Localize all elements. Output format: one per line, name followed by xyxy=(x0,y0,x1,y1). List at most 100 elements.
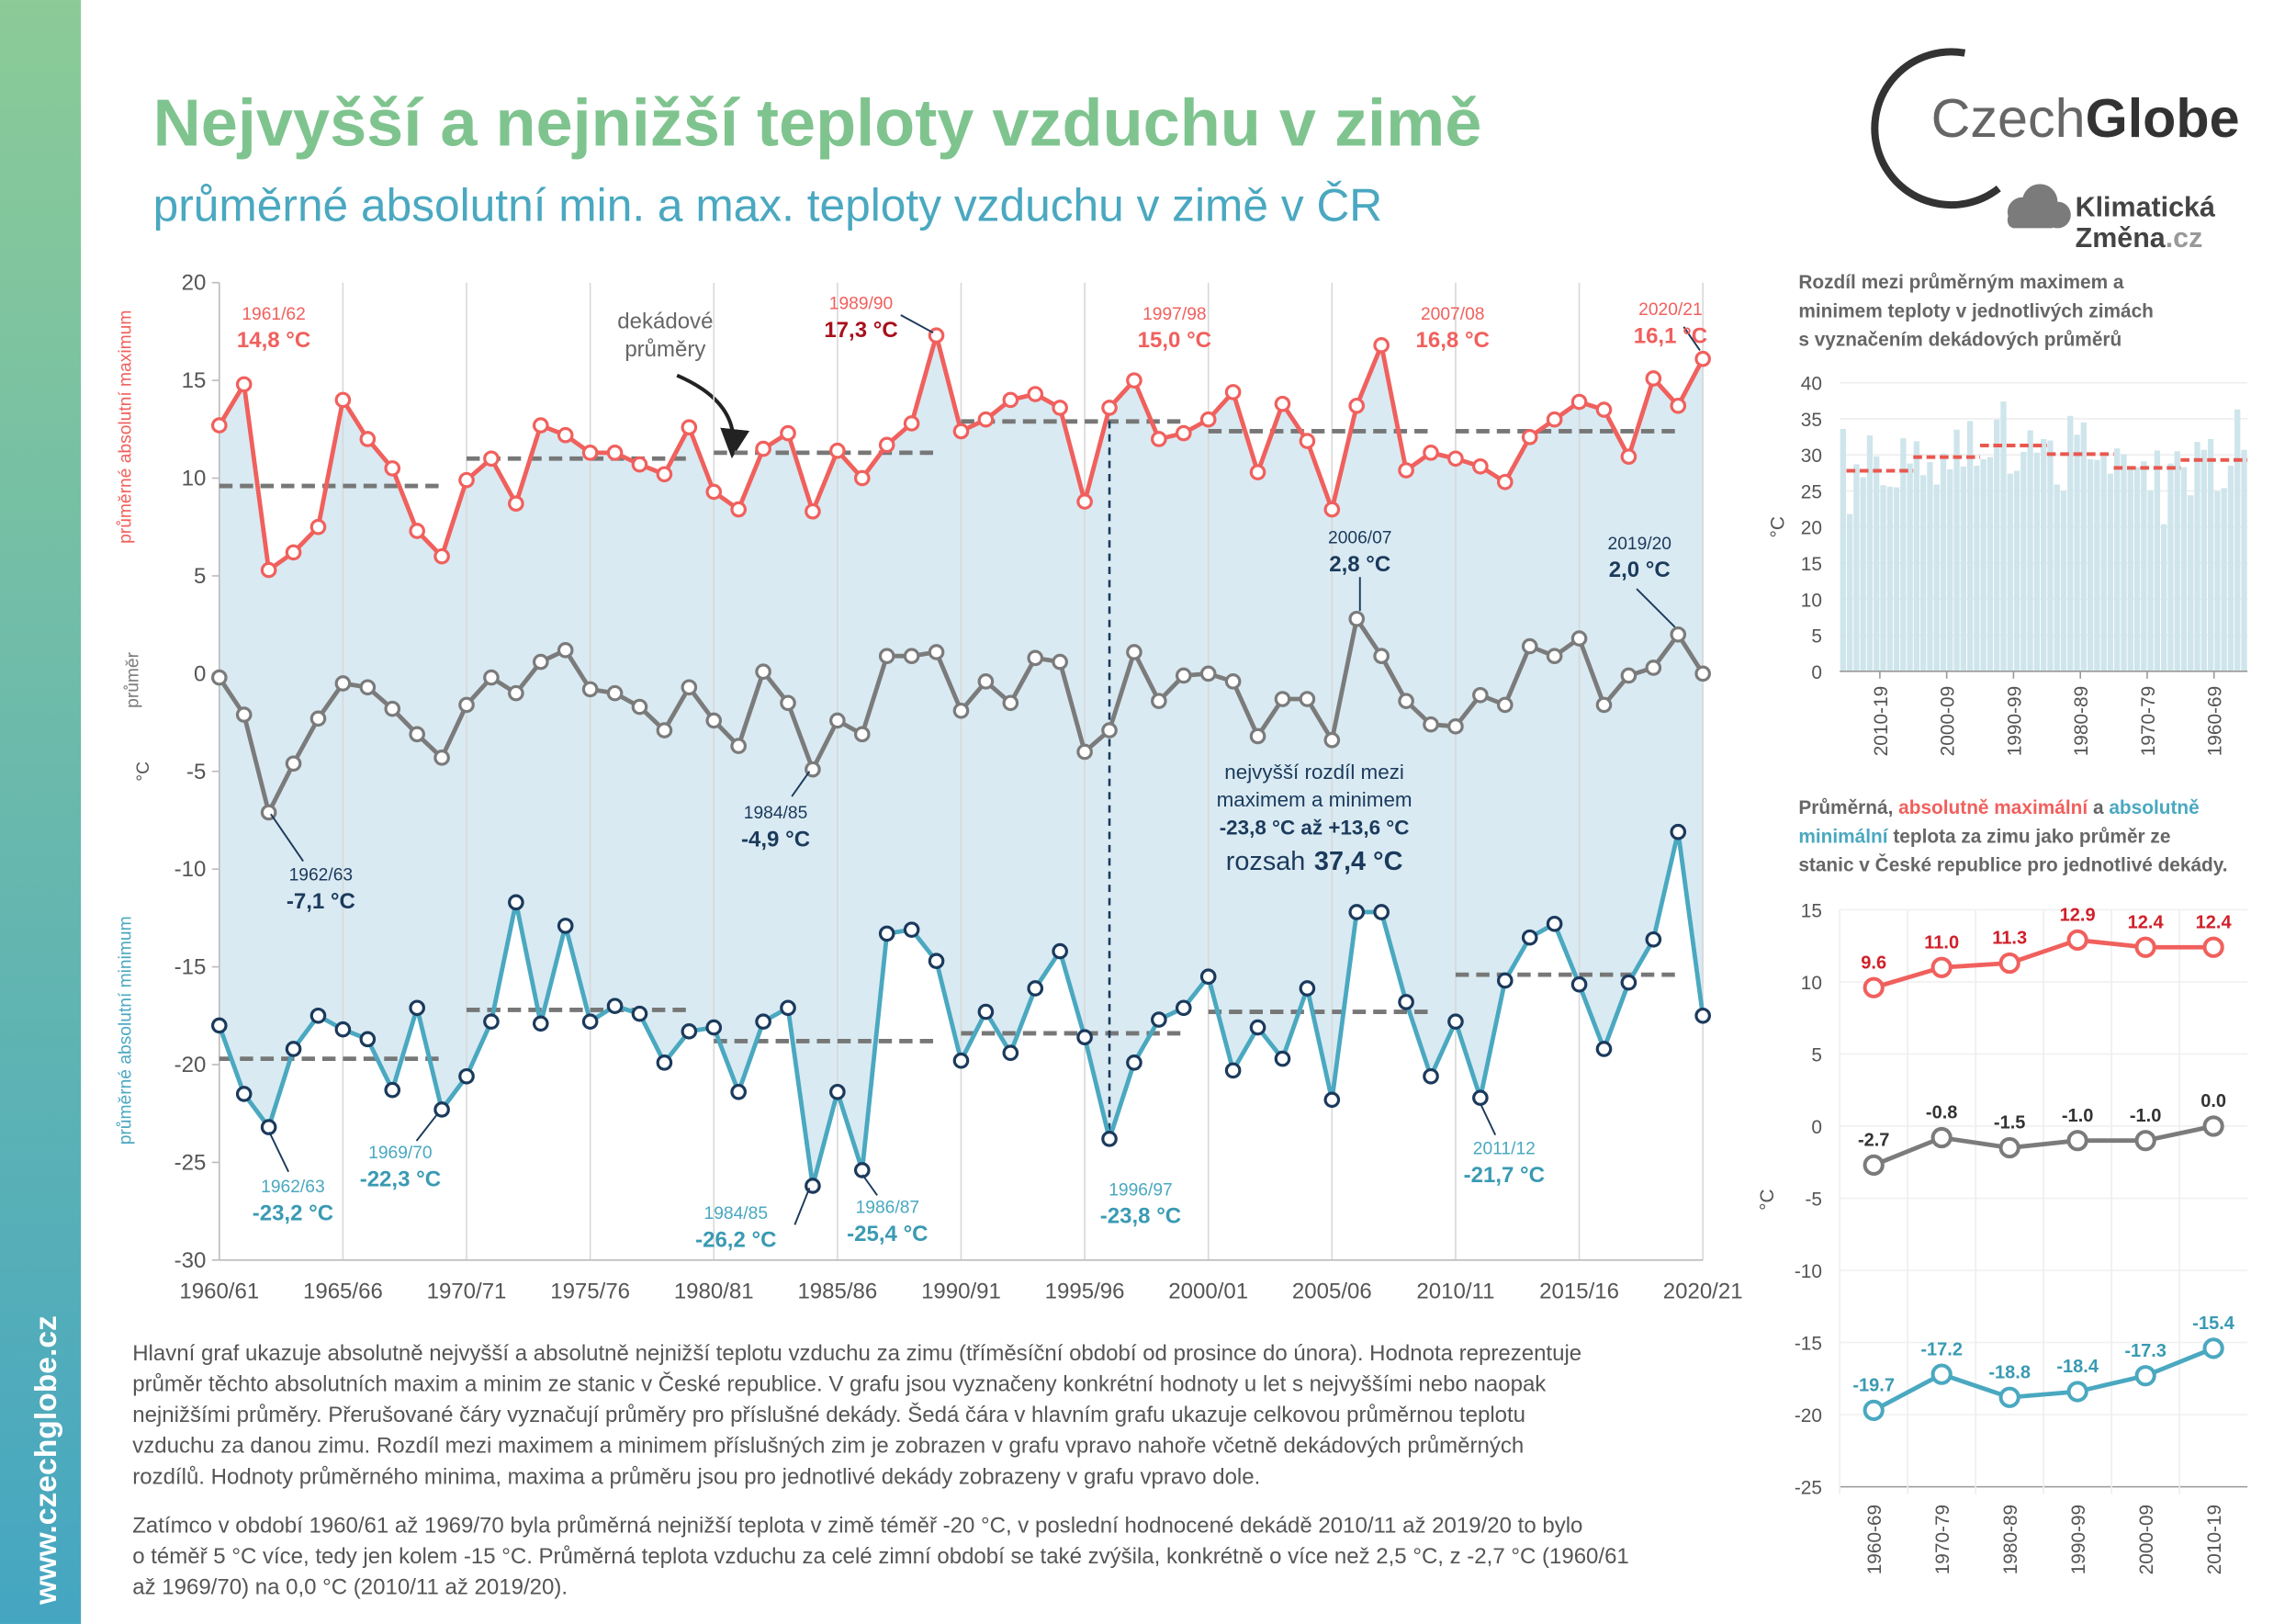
value-label: -2.7 xyxy=(1858,1131,1889,1151)
marker xyxy=(1348,610,1366,627)
marker xyxy=(210,669,228,686)
bar xyxy=(1947,468,1953,671)
marker xyxy=(557,918,574,934)
marker xyxy=(1151,1011,1167,1028)
marker xyxy=(285,1041,302,1057)
marker xyxy=(1694,1007,1711,1024)
marker xyxy=(1274,1050,1291,1067)
leader-line xyxy=(270,813,304,863)
marker xyxy=(1175,424,1192,442)
logo-part: Změna xyxy=(2076,222,2167,254)
title-segment: minimální xyxy=(1798,826,1888,847)
value-label: 12.4 xyxy=(2196,912,2233,932)
marker xyxy=(557,642,574,659)
marker xyxy=(730,1083,747,1100)
marker xyxy=(1447,450,1464,468)
marker xyxy=(1998,1386,2020,1408)
annotation-year: 2011/12 xyxy=(1473,1139,1536,1158)
bar xyxy=(2160,524,2167,671)
annotation-value: 14,8 °C xyxy=(237,328,310,353)
x-tick-label: 1970-79 xyxy=(2138,686,2159,756)
marker xyxy=(235,706,253,723)
y-axis-label: °C xyxy=(1767,516,1788,537)
marker xyxy=(1670,626,1687,643)
marker xyxy=(631,456,648,473)
value-label: -18.8 xyxy=(1988,1362,2031,1382)
marker xyxy=(1323,731,1341,749)
title: Nejvyšší a nejnižší teploty vzduchu v zi… xyxy=(153,87,1482,161)
bar xyxy=(1933,484,1940,671)
marker xyxy=(1423,716,1439,733)
bar xyxy=(2114,448,2121,671)
marker xyxy=(235,376,253,393)
series-line xyxy=(1873,1123,2214,1167)
y-tick-label: 15 xyxy=(1801,554,1822,575)
marker xyxy=(2134,1365,2156,1387)
x-tick-label: 1985/86 xyxy=(797,1279,877,1303)
leader-line xyxy=(793,1187,811,1225)
marker xyxy=(1398,994,1414,1010)
logo-part: Czech xyxy=(1931,87,2086,149)
marker xyxy=(2066,929,2088,952)
bar xyxy=(2033,452,2041,671)
marker xyxy=(508,894,524,911)
bar xyxy=(1913,441,1920,671)
marker xyxy=(829,712,846,729)
marker xyxy=(359,1031,377,1048)
marker xyxy=(656,1054,673,1071)
sidebar-url: www.czechglobe.cz xyxy=(29,1315,63,1606)
marker xyxy=(384,700,401,717)
series-label: průměrné absolutní maximum xyxy=(117,310,136,544)
bar xyxy=(2047,440,2054,671)
description-line: průměr těchto absolutních maxim a minim … xyxy=(132,1370,1547,1396)
marker xyxy=(1076,1029,1093,1046)
marker xyxy=(928,327,945,344)
marker xyxy=(1620,974,1638,991)
marker xyxy=(508,495,524,513)
bar xyxy=(1980,458,1986,671)
marker xyxy=(557,426,574,444)
x-tick-label: 1980/81 xyxy=(674,1279,754,1303)
x-tick-label: 1980-89 xyxy=(2000,1505,2021,1574)
marker xyxy=(532,653,549,671)
marker xyxy=(705,483,723,501)
bar xyxy=(1880,485,1886,671)
marker xyxy=(853,469,871,487)
leader-line xyxy=(1636,588,1676,628)
cloud-icon xyxy=(2007,184,2071,229)
range-note: maximem a minimem xyxy=(1217,788,1412,811)
marker xyxy=(1027,649,1044,667)
marker xyxy=(1323,1091,1341,1109)
y-axis-label: °C xyxy=(1757,1189,1778,1210)
marker xyxy=(483,1013,500,1030)
arrow xyxy=(676,373,750,459)
bar xyxy=(1974,465,1980,671)
marker xyxy=(755,440,771,457)
chart-title: minimem teploty v jednotlivých zimách xyxy=(1798,300,2154,321)
marker xyxy=(1126,372,1142,389)
bar xyxy=(2141,461,2147,671)
y-tick-label: 0 xyxy=(1811,662,1822,683)
annotation-value: -7,1 °C xyxy=(287,889,355,914)
marker xyxy=(2134,1130,2156,1152)
series-line xyxy=(1873,937,2214,990)
marker xyxy=(2202,1337,2224,1359)
marker xyxy=(1930,1363,1953,1385)
marker xyxy=(1373,648,1390,665)
marker xyxy=(1052,942,1068,960)
marker xyxy=(532,417,549,434)
marker xyxy=(1348,904,1366,920)
marker xyxy=(730,501,747,518)
annotation-year: 1984/85 xyxy=(744,804,807,823)
marker xyxy=(1101,722,1118,739)
marker xyxy=(260,561,277,579)
annotation-value: -26,2 °C xyxy=(695,1227,776,1252)
leader-line xyxy=(861,1174,878,1196)
title-segment: teplota za zimu jako průměr ze xyxy=(1888,826,2171,847)
annotation-value: -4,9 °C xyxy=(741,828,810,852)
bar xyxy=(2121,454,2127,671)
bar xyxy=(2094,459,2100,671)
marker xyxy=(285,755,302,773)
marker xyxy=(1151,693,1167,709)
marker xyxy=(631,1005,648,1022)
